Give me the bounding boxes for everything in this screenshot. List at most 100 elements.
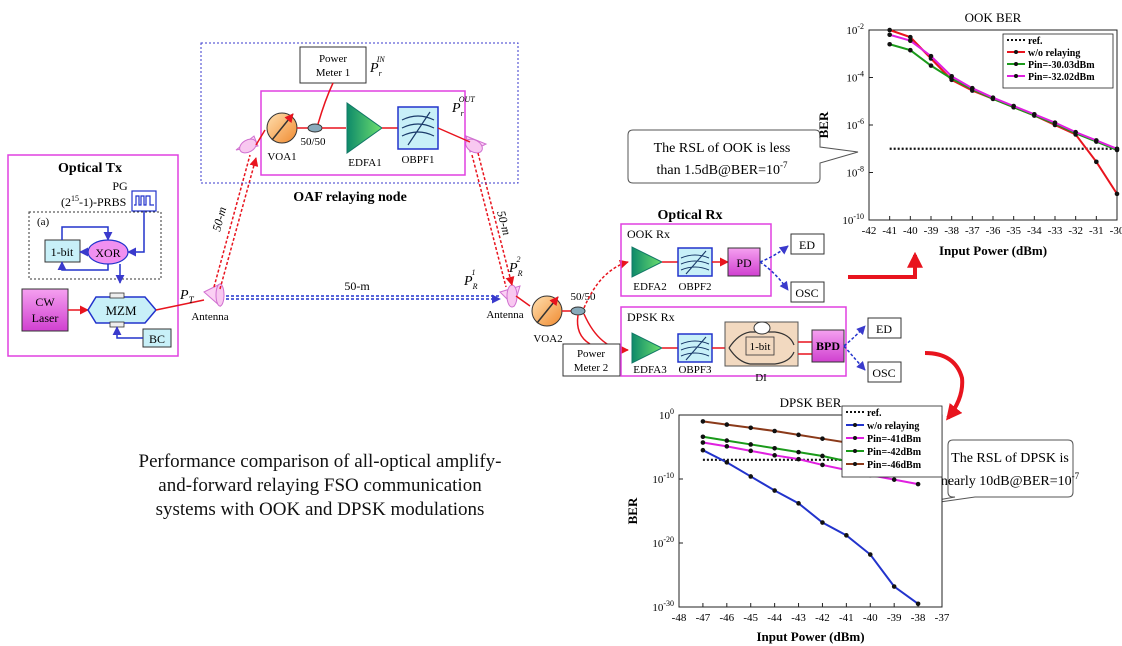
ook-legend-marker [1014,50,1018,54]
callout-dpsk: The RSL of DPSK is nearly 10dB@BER=10-7 [869,439,1080,513]
dpsk-rx-frame [620,306,847,377]
ook-x-axis-label: Input Power (dBm) [939,243,1047,258]
ook-data-point [1073,129,1078,135]
ook-ber-chart: OOK BER -42 -41 -40 -39 -38 -37 -36 -35 -34 -33 -32… [816,10,1122,258]
power-meter-1-label-a: Power [319,53,347,65]
ook-legend-marker [1014,74,1018,78]
dpsk-y-tick-label: 10-10 [652,471,674,486]
dpsk-x-tick-label: -47 [696,612,711,624]
optical-tx-title: Optical Tx [58,161,122,176]
ook-y-tick-label: 10-2 [846,22,864,37]
ook-data-point [1052,120,1058,125]
ook-data-point [970,85,975,91]
ook-x-tick-label: -36 [986,225,1001,237]
dpsk-data-point [748,442,754,447]
ook-chart-title: OOK BER [965,10,1022,25]
ook-legend-label: w/o relaying [1028,48,1080,59]
dpsk-data-point [748,425,754,431]
edfa2-amplifier [631,246,664,278]
dpsk-x-tick-label: -37 [935,612,950,624]
cw-laser-label-2: Laser [32,311,59,325]
oaf-relay-frame [200,42,519,184]
uplink-distance-label: 50-m [209,205,229,233]
oaf-node-title: OAF relaying node [293,190,407,205]
dpsk-data-point [772,488,777,493]
power-meter-2 [562,343,621,377]
optical-tx-block: Optical Tx PG (215-1)-PRBS (a) 1-bit XOR… [7,154,205,357]
ook-x-tick-label: -37 [965,225,980,237]
dpsk-rx-title: DPSK Rx [627,310,675,324]
obpf2-label: OBPF2 [678,281,711,293]
power-meter-2-label-b: Meter 2 [574,362,609,374]
dpsk-legend-marker [853,423,857,427]
dpsk-data-point [772,453,777,458]
dpsk-data-point [724,422,730,427]
cw-laser-label-1: CW [35,295,55,309]
dpsk-x-tick-label: -44 [767,612,782,624]
ook-data-point [887,27,892,33]
pr-out-label: PrOUT [451,95,475,118]
dpsk-y-axis-label: BER [625,497,640,524]
dpsk-x-tick-label: -38 [911,612,926,624]
downlink-distance-label: 50-m [494,209,514,237]
splitter-1 [307,123,323,133]
ook-x-tick-label: -38 [944,225,959,237]
dpsk-x-tick-label: -43 [791,612,806,624]
dpsk-x-axis-label: Input Power (dBm) [756,629,864,644]
ook-legend-label: ref. [1028,36,1043,47]
ook-data-point [908,47,913,53]
ook-x-tick-label: -41 [882,225,897,237]
callout-dpsk-line-1: The RSL of DPSK is [951,451,1069,466]
ook-data-point [928,53,934,59]
dpsk-x-tick-label: -39 [887,612,902,624]
callout-ook: The RSL of OOK is less than 1.5dB@BER=10… [627,129,859,184]
pr1-label: PR1 [463,268,478,291]
dpsk-data-point [891,477,897,482]
optical-rx-title: Optical Rx [658,208,723,223]
dpsk-data-point [915,601,921,607]
arrow-to-ook-chart [848,251,923,279]
ook-data-point [887,41,892,47]
dpsk-x-tick-label: -45 [743,612,758,624]
pd-photodiode [727,247,761,277]
dpsk-data-point [820,453,825,459]
ook-data-point [908,38,913,43]
ook-data-point [1094,159,1099,165]
xor-label: XOR [95,246,120,260]
ook-legend-box [1002,33,1114,89]
dpsk-data-point [796,501,801,506]
edfa1-label: EDFA1 [348,157,381,169]
dpsk-data-point [891,584,897,589]
obpf3-label: OBPF3 [678,364,712,376]
dpsk-x-tick-label: -48 [672,612,687,624]
osc2-box [867,361,902,383]
dpsk-legend-label: Pin=-42dBm [867,447,922,458]
mzm-label: MZM [105,303,137,318]
edfa3-amplifier [631,332,664,364]
bc-label: BC [149,332,165,346]
splitter-1-label: 50/50 [300,136,326,148]
ook-rx-title: OOK Rx [627,227,670,241]
ook-data-point [908,34,913,40]
dpsk-data-point [724,438,730,443]
oaf-inner-frame [260,90,466,176]
dpsk-data-point [748,474,754,479]
dpsk-legend-label: w/o relaying [867,421,919,432]
ook-x-tick-label: -35 [1006,225,1021,237]
dpsk-chart-title: DPSK BER [780,395,842,410]
mzm-modulator [87,296,157,324]
sub-a-frame [28,211,162,280]
dpsk-x-tick-label: -41 [839,612,854,624]
arrow-to-dpsk-chart [924,351,965,421]
ook-x-tick-label: -33 [1048,225,1063,237]
obpf2-filter [677,247,713,277]
oaf-relay-node: OAF relaying node Power Meter 1 PrIN VOA… [200,42,519,205]
dpsk-data-point [820,436,825,441]
dpsk-data-point [796,456,801,462]
callout-dpsk-line-2: nearly 10dB@BER=10-7 [941,471,1080,489]
callout-ook-line-1: The RSL of OOK is less [654,141,791,156]
osc2-label: OSC [872,366,895,380]
ook-data-point [1094,138,1099,143]
caption-line-1: Performance comparison of all-optical am… [138,451,502,472]
